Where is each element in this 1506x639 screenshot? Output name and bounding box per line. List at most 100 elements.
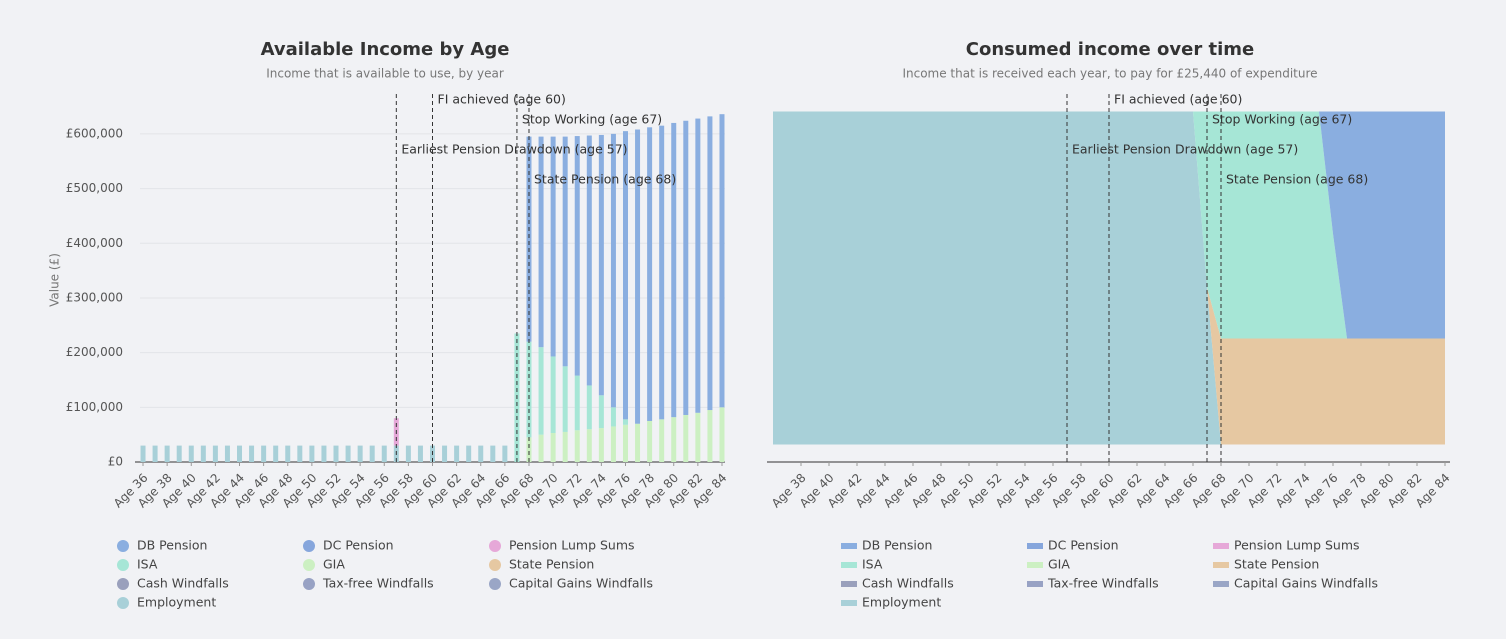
bar-segment [442,445,448,462]
bar-segment [249,445,255,462]
chart-title: Consumed income over time [966,39,1254,60]
legend-label: Cash Windfalls [862,576,954,591]
bar-segment [574,136,580,376]
legend-marker [489,559,501,571]
legend-marker [1027,581,1043,587]
bar-segment [586,429,592,462]
bar-segment [224,445,230,462]
legend-marker [1213,543,1229,549]
bar-segment [695,412,701,462]
legend-label: ISA [137,557,158,572]
legend-label: Cash Windfalls [137,576,229,591]
bar-segment [598,395,604,429]
legend-label: GIA [323,557,345,572]
y-tick-label: £0 [108,455,123,469]
legend-marker [841,600,857,606]
bar-segment [478,445,484,462]
bar-segment [538,434,544,462]
bar-segment [610,407,616,427]
stream-area [773,111,1445,339]
bar-segment [357,445,363,462]
legend-label: Pension Lump Sums [509,538,635,553]
bar-segment [490,445,496,462]
bar-segment [622,131,628,420]
bar-segment [188,445,194,462]
bar-segment [502,445,508,462]
bar-segment [140,445,146,462]
bar-segment [321,445,327,462]
bar-segment [647,420,653,462]
bar-segment [622,424,628,462]
y-tick-label: £300,000 [66,290,123,304]
legend-marker [303,578,315,590]
bar-segment [635,129,641,424]
bar-segment [586,385,592,430]
legend-label: ISA [862,557,883,572]
bar-segment [550,136,556,357]
bar-segment [345,445,351,462]
annotation-label: State Pension (age 68) [1226,172,1368,187]
bar-segment [200,445,206,462]
annotation-label: Earliest Pension Drawdown (age 57) [401,142,627,157]
bar-segment [659,125,665,420]
bar-segment [719,407,725,462]
annotation-label: State Pension (age 68) [534,172,676,187]
legend-marker [117,597,129,609]
bar-segment [562,366,568,432]
annotation-label: Earliest Pension Drawdown (age 57) [1072,142,1298,157]
bar-segment [333,445,339,462]
bar-segment [671,122,677,418]
annotation-label: Stop Working (age 67) [522,112,662,127]
bar-segment [273,445,279,462]
legend-label: State Pension [1234,557,1319,572]
legend-marker [489,578,501,590]
bar-segment [707,116,713,411]
annotation-label: FI achieved (age 60) [438,92,566,107]
chart-subtitle: Income that is received each year, to pa… [902,67,1317,81]
y-axis-label: Value (£) [48,253,62,307]
bar-segment [695,118,701,413]
bar-segment [622,419,628,425]
stream-area [773,111,1445,339]
annotation-label: Stop Working (age 67) [1212,112,1352,127]
bar-segment [550,356,556,434]
bar-segment [550,433,556,462]
bar-segment [598,134,604,396]
bar-segment [381,445,387,462]
legend-marker [303,540,315,552]
bar-segment [538,136,544,348]
legend-label: DB Pension [862,538,932,553]
bar-segment [261,445,267,462]
legend-label: DC Pension [1048,538,1119,553]
bar-segment [683,120,689,415]
bar-segment [237,445,243,462]
legend-marker [117,559,129,571]
legend-label: Tax-free Windfalls [1047,576,1159,591]
bar-segment [526,136,532,342]
bar-segment [164,445,170,462]
legend-marker [1027,543,1043,549]
legend-label: DB Pension [137,538,207,553]
bar-segment [707,410,713,462]
chart-title: Available Income by Age [261,39,510,60]
bar-segment [574,375,580,431]
chart-subtitle: Income that is available to use, by year [266,67,504,81]
legend-label: State Pension [509,557,594,572]
bar-segment [176,445,182,462]
bar-segment [369,445,375,462]
bar-segment [610,426,616,462]
bar-segment [647,127,653,421]
legend-marker [117,578,129,590]
legend-marker [1213,562,1229,568]
legend-marker [841,581,857,587]
bar-segment [598,428,604,462]
legend-marker [489,540,501,552]
bar-segment [309,445,315,462]
y-tick-label: £100,000 [66,400,123,414]
legend-marker [841,562,857,568]
bar-segment [635,423,641,462]
legend-label: Employment [137,595,216,610]
y-tick-label: £500,000 [66,181,123,195]
bar-segment [285,445,291,462]
